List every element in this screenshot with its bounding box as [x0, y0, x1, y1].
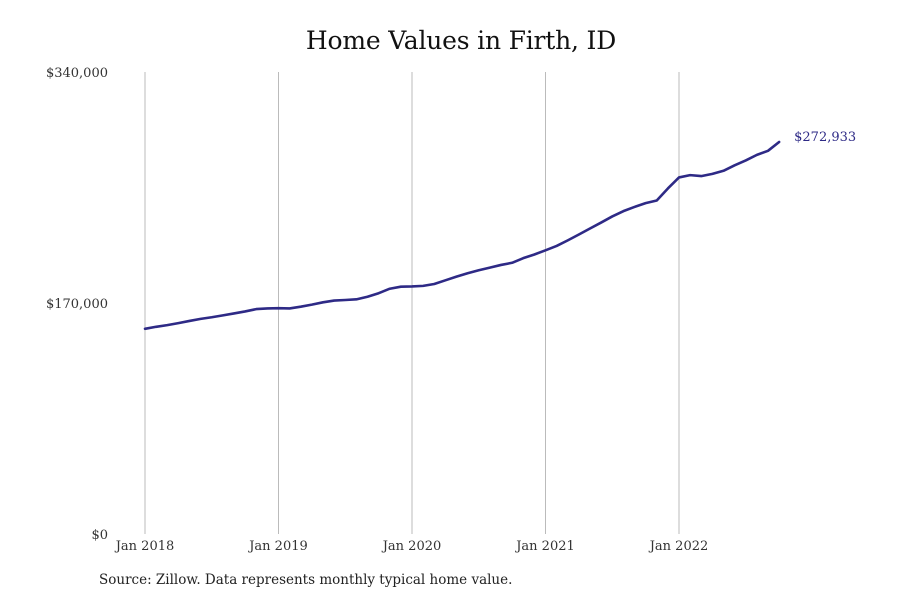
- x-tick-label: Jan 2022: [648, 539, 709, 554]
- series-line: [143, 140, 781, 331]
- source-note: Source: Zillow. Data represents monthly …: [99, 572, 513, 588]
- x-tick-label: Jan 2021: [514, 539, 575, 554]
- y-tick-label: $0: [91, 528, 108, 543]
- x-tick-label: Jan 2020: [381, 539, 442, 554]
- y-tick-label: $170,000: [46, 297, 108, 312]
- end-value-label: $272,933: [794, 130, 856, 145]
- x-axis-ticks: Jan 2018 Jan 2019 Jan 2020 Jan 2021 Jan 2022: [114, 539, 709, 554]
- x-tick-label: Jan 2018: [114, 539, 175, 554]
- series-layer: [143, 140, 781, 331]
- y-axis-ticks: $0 $170,000 $340,000: [46, 66, 108, 543]
- chart-title: Home Values in Firth, ID: [305, 26, 617, 55]
- grid-lines: [144, 72, 680, 534]
- x-tick-label: Jan 2019: [247, 539, 308, 554]
- y-tick-label: $340,000: [46, 66, 108, 81]
